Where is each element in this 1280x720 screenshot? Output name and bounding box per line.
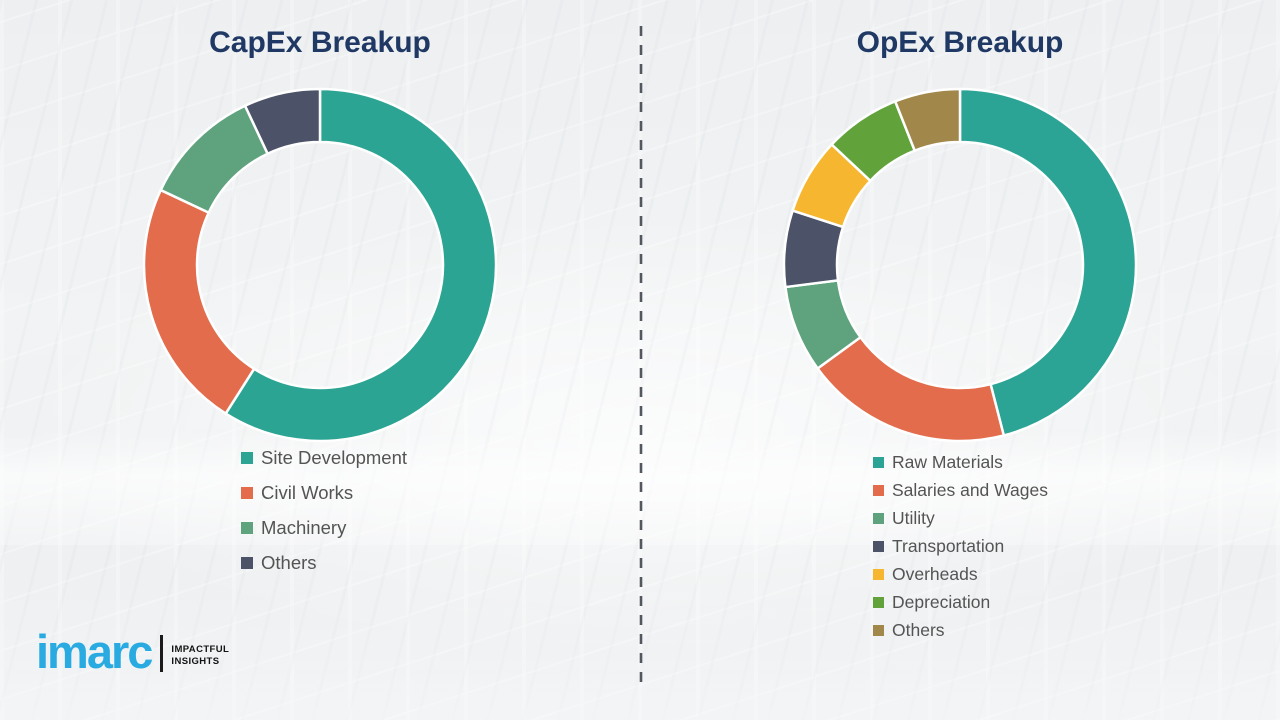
logo-tagline-line1: IMPACTFUL — [171, 643, 230, 655]
donut-segment-others — [243, 87, 322, 155]
legend-marker-icon — [873, 569, 884, 580]
legend-item-transportation: Transportation — [873, 536, 1048, 557]
legend-marker-icon — [241, 557, 253, 569]
legend-marker-icon — [241, 452, 253, 464]
capex-donut-chart — [142, 87, 498, 443]
legend-item-site-development: Site Development — [241, 447, 407, 469]
legend-item-overheads: Overheads — [873, 564, 1048, 585]
legend-label: Depreciation — [892, 592, 991, 612]
background-bottom-fade — [0, 570, 1280, 720]
legend-label: Others — [261, 552, 317, 573]
legend-label: Utility — [892, 508, 935, 528]
legend-marker-icon — [873, 597, 884, 608]
legend-marker-icon — [873, 457, 884, 468]
capex-title: CapEx Breakup — [209, 26, 431, 59]
legend-label: Raw Materials — [892, 452, 1003, 472]
legend-label: Salaries and Wages — [892, 480, 1048, 500]
legend-marker-icon — [241, 522, 253, 534]
legend-item-others: Others — [873, 620, 1048, 641]
dashed-divider — [639, 26, 643, 688]
logo-tagline: IMPACTFUL INSIGHTS — [171, 644, 229, 672]
legend-label: Transportation — [892, 536, 1005, 556]
logo-tagline-line2: INSIGHTS — [171, 656, 220, 668]
legend-item-civil-works: Civil Works — [241, 482, 407, 504]
legend-item-depreciation: Depreciation — [873, 592, 1048, 613]
donut-segment-raw-materials — [958, 87, 1138, 437]
legend-label: Others — [892, 620, 945, 640]
legend-label: Machinery — [261, 517, 347, 538]
imarc-logo: imarc IMPACTFUL INSIGHTS — [36, 625, 229, 678]
donut-segment-civil-works — [142, 188, 256, 415]
donut-segment-others — [893, 87, 962, 152]
legend-marker-icon — [873, 513, 884, 524]
opex-legend: Raw Materials Salaries and Wages Utility Tr… — [873, 452, 1048, 648]
legend-marker-icon — [873, 541, 884, 552]
capex-legend: Site Development Civil Works Machinery Othe… — [241, 447, 407, 587]
donut-segment-site-development — [224, 87, 498, 443]
legend-label: Overheads — [892, 564, 978, 584]
imarc-wordmark: imarc — [36, 625, 153, 678]
legend-label: Site Development — [261, 447, 408, 468]
legend-marker-icon — [241, 487, 253, 499]
opex-title: OpEx Breakup — [856, 26, 1064, 59]
legend-item-others: Others — [241, 552, 407, 574]
donut-segment-salaries-and-wages — [816, 336, 1006, 443]
legend-marker-icon — [873, 485, 884, 496]
opex-donut-chart — [782, 87, 1138, 443]
legend-item-salaries-and-wages: Salaries and Wages — [873, 480, 1048, 501]
legend-item-utility: Utility — [873, 508, 1048, 529]
logo-divider-bar — [160, 634, 164, 672]
legend-label: Civil Works — [261, 482, 354, 503]
legend-item-machinery: Machinery — [241, 517, 407, 539]
legend-marker-icon — [873, 625, 884, 636]
legend-item-raw-materials: Raw Materials — [873, 452, 1048, 473]
